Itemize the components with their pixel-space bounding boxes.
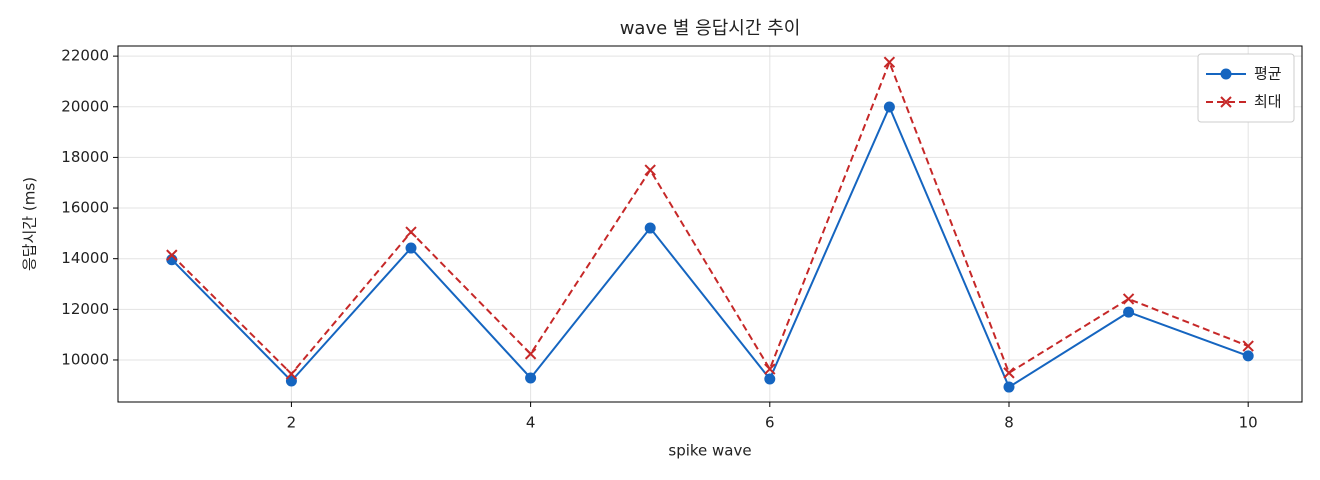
- marker: [285, 375, 297, 387]
- y-tick-label: 10000: [61, 350, 109, 368]
- y-tick-label: 12000: [61, 300, 109, 318]
- x-tick-label: 8: [1004, 414, 1014, 432]
- series-line: [171, 104, 1249, 389]
- marker: [764, 363, 776, 375]
- x-tick-label: 6: [765, 414, 775, 432]
- y-axis-label: 응답시간 (ms): [21, 177, 39, 271]
- marker: [644, 164, 656, 176]
- x-axis-label: spike wave: [668, 442, 751, 460]
- marker: [1122, 293, 1135, 305]
- chart-title: wave 별 응답시간 추이: [620, 18, 801, 39]
- marker: [1123, 306, 1135, 318]
- marker: [1242, 350, 1254, 362]
- marker: [644, 222, 656, 234]
- marker: [764, 373, 776, 385]
- marker: [1220, 96, 1232, 108]
- marker: [883, 56, 896, 68]
- legend-label: 최대: [1254, 93, 1282, 111]
- marker: [405, 242, 417, 254]
- y-tick-label: 22000: [61, 47, 109, 65]
- marker: [1242, 340, 1254, 352]
- marker: [525, 372, 537, 384]
- marker: [166, 249, 178, 261]
- marker: [1220, 68, 1232, 80]
- y-tick-label: 14000: [61, 249, 109, 267]
- marker: [1003, 381, 1015, 393]
- plot-frame: [117, 45, 1303, 403]
- y-tick-label: 16000: [61, 199, 109, 217]
- marker: [524, 348, 537, 360]
- x-tick-label: 10: [1239, 414, 1258, 432]
- x-tick-label: 2: [287, 414, 297, 432]
- y-tick-label: 20000: [61, 97, 109, 115]
- x-tick-label: 4: [526, 414, 536, 432]
- marker: [883, 101, 895, 113]
- y-tick-label: 18000: [61, 148, 109, 166]
- marker: [405, 226, 417, 238]
- legend-label: 평균: [1254, 65, 1282, 83]
- marker: [1003, 367, 1015, 379]
- marker: [285, 368, 298, 380]
- series-line: [171, 59, 1249, 376]
